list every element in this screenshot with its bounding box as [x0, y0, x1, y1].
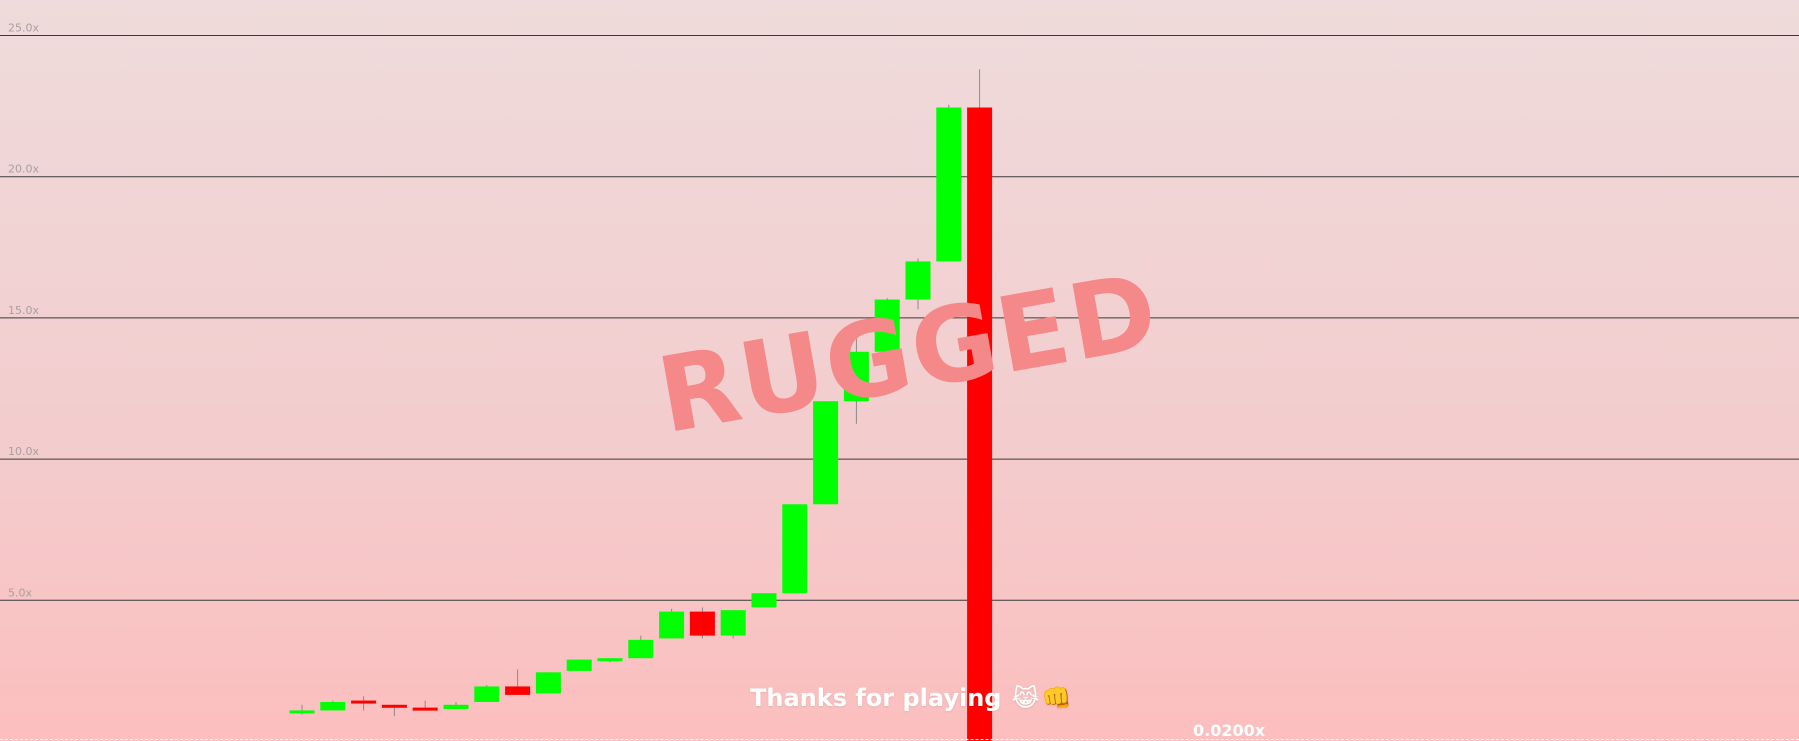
candle-up	[535, 672, 561, 694]
candle-down	[689, 607, 715, 639]
candle-up	[289, 704, 315, 715]
y-tick-label: 25.0x	[8, 22, 39, 35]
candle-up	[566, 659, 592, 671]
candle-down	[967, 69, 993, 741]
candle-up	[874, 298, 900, 352]
candle-up	[905, 258, 931, 310]
candle-up	[659, 608, 685, 639]
candle-body	[505, 686, 531, 695]
y-tick-label: 20.0x	[8, 163, 39, 176]
candle-body	[443, 704, 469, 710]
candle-body	[412, 707, 438, 711]
candle-body	[474, 686, 500, 702]
candle-up	[597, 658, 623, 663]
candle-up	[443, 701, 469, 710]
candle-body	[566, 659, 592, 671]
candle-body	[289, 710, 315, 714]
y-tick-label: 10.0x	[8, 445, 39, 458]
candle-body	[659, 611, 685, 639]
candle-down	[351, 696, 377, 711]
candle-body	[874, 299, 900, 352]
candle-body	[782, 504, 808, 594]
candle-down	[381, 704, 407, 717]
candle-body	[320, 701, 346, 711]
candle-up	[936, 104, 962, 262]
candle-up	[474, 685, 500, 702]
candle-up	[813, 401, 839, 505]
laughing-cat-fist-icon: 😹👊	[1011, 684, 1074, 712]
candle-body	[905, 261, 931, 300]
thanks-message: Thanks for playing 😹👊	[750, 684, 1073, 712]
candle-up	[782, 504, 808, 594]
candle-up	[628, 635, 654, 659]
candle-up	[843, 334, 869, 424]
current-multiplier: 0.0200x	[1193, 721, 1266, 740]
thanks-text: Thanks for playing	[750, 684, 1002, 712]
candle-down	[505, 669, 531, 695]
candle-body	[381, 704, 407, 708]
baseline-dashed-line	[0, 739, 1799, 740]
candle-body	[351, 700, 377, 704]
y-tick-label: 15.0x	[8, 304, 39, 317]
candle-body	[936, 107, 962, 262]
candle-body	[751, 593, 777, 608]
candle-up	[720, 610, 746, 639]
candle-body	[813, 401, 839, 505]
candle-body	[689, 611, 715, 636]
candle-down	[412, 700, 438, 711]
candle-body	[720, 610, 746, 636]
candle-body	[628, 639, 654, 659]
candle-up	[751, 593, 777, 608]
candle-body	[843, 351, 869, 402]
candle-body	[967, 107, 993, 741]
y-tick-label: 5.0x	[8, 586, 32, 599]
candle-body	[597, 658, 623, 662]
candle-body	[535, 672, 561, 694]
candle-up	[320, 700, 346, 711]
